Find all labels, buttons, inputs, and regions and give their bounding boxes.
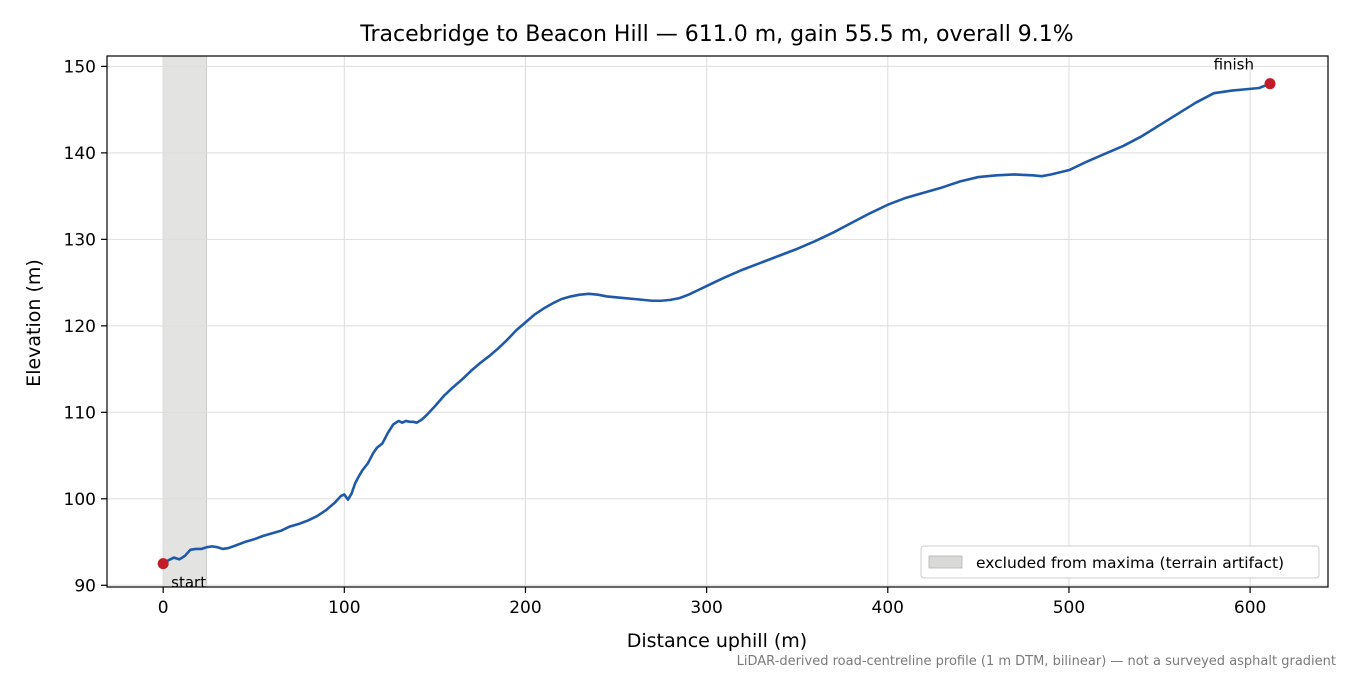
legend-swatch (928, 555, 963, 569)
tick-layer: 0 100 200 300 400 500 600 90 100 110 120 130 140 150 (64, 57, 1267, 618)
x-tick-label: 100 (328, 598, 360, 618)
legend: excluded from maxima (terrain artifact) (920, 545, 1320, 579)
y-tick-label: 100 (64, 490, 96, 510)
excluded-band (162, 55, 208, 588)
x-tick-label: 0 (158, 598, 169, 618)
x-tick-label: 500 (1053, 598, 1085, 618)
x-tick-label: 600 (1234, 598, 1266, 618)
excluded-band-layer (162, 55, 208, 588)
y-tick-label: 140 (64, 144, 96, 164)
y-tick-label: 120 (64, 317, 96, 337)
finish-marker (1264, 78, 1276, 90)
x-axis-label: Distance uphill (m) (627, 630, 807, 652)
elevation-line (161, 82, 1272, 565)
x-tick-label: 400 (872, 598, 904, 618)
footnote: LiDAR-derived road-centreline profile (1… (737, 654, 1336, 669)
legend-label: excluded from maxima (terrain artifact) (976, 554, 1284, 572)
y-axis-label: Elevation (m) (23, 259, 45, 387)
y-tick-label: 150 (64, 57, 96, 77)
x-tick-label: 300 (690, 598, 722, 618)
grid-layer (107, 56, 1328, 587)
chart-title: Tracebridge to Beacon Hill — 611.0 m, ga… (359, 22, 1073, 47)
y-tick-label: 110 (64, 403, 96, 423)
legend-box (920, 545, 1320, 579)
plot-frame (106, 55, 1329, 588)
line-layer (161, 82, 1272, 565)
y-tick-label: 130 (64, 230, 96, 250)
start-marker (157, 558, 169, 570)
x-tick-label: 200 (509, 598, 541, 618)
finish-label: finish (1214, 56, 1254, 74)
start-label: start (171, 574, 206, 592)
y-tick-label: 90 (74, 576, 96, 596)
